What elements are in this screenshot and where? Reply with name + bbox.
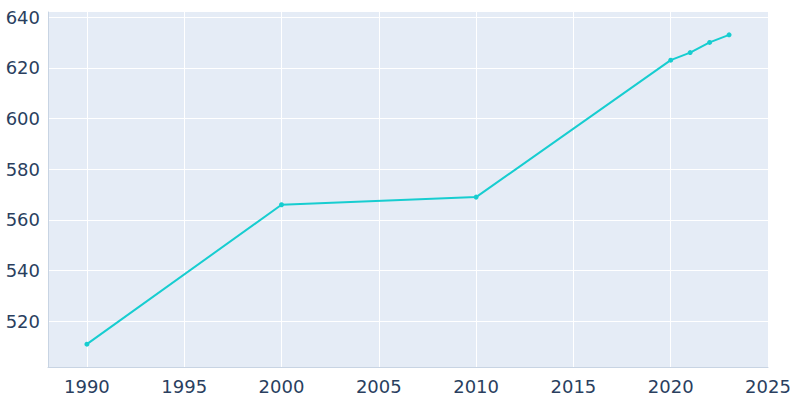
svg-text:560: 560 (6, 209, 40, 230)
svg-text:2020: 2020 (648, 376, 694, 397)
svg-text:600: 600 (6, 108, 40, 129)
svg-text:2015: 2015 (550, 376, 596, 397)
svg-text:620: 620 (6, 57, 40, 78)
svg-text:2010: 2010 (453, 376, 499, 397)
svg-text:2005: 2005 (356, 376, 402, 397)
svg-text:540: 540 (6, 260, 40, 281)
svg-text:580: 580 (6, 159, 40, 180)
svg-text:640: 640 (6, 7, 40, 28)
svg-text:520: 520 (6, 311, 40, 332)
svg-text:2000: 2000 (259, 376, 305, 397)
svg-text:1990: 1990 (64, 376, 110, 397)
svg-text:2025: 2025 (745, 376, 791, 397)
svg-text:1995: 1995 (161, 376, 207, 397)
